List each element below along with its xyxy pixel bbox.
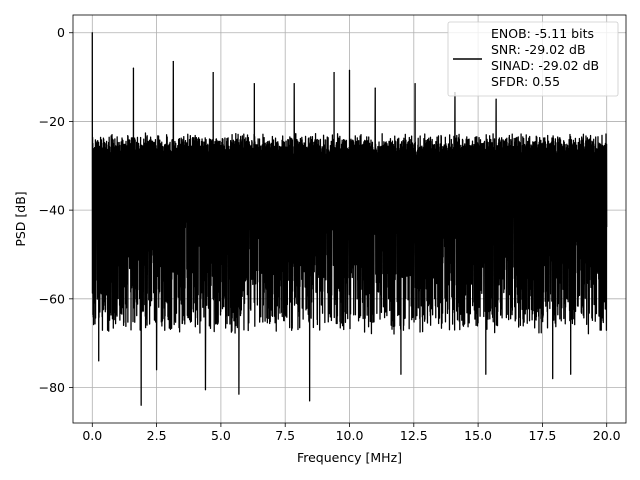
y-tick-label: −20 xyxy=(39,114,65,129)
psd-peak-point xyxy=(374,87,376,89)
x-tick-label: 0.0 xyxy=(82,428,102,443)
legend: ENOB: -5.11 bits SNR: -29.02 dB SINAD: -… xyxy=(447,21,619,97)
psd-peak-point xyxy=(172,60,174,63)
x-tick-label: 15.0 xyxy=(464,428,492,443)
psd-peak-point xyxy=(253,83,255,85)
psd-series-line xyxy=(91,32,608,406)
psd-peak-point xyxy=(91,32,93,34)
ticks: 0.0 2.5 5.0 7.5 10.0 12.5 15.0 17.5 20.0 0 −20 −40 −… xyxy=(39,25,621,443)
y-axis-label: PSD [dB] xyxy=(13,191,28,246)
y-tick-label: −60 xyxy=(39,291,65,306)
psd-trace-layer xyxy=(91,32,608,406)
psd-peak-point xyxy=(132,67,135,69)
x-tick-label: 2.5 xyxy=(147,428,167,443)
legend-snr: SNR: -29.02 dB xyxy=(491,42,586,57)
psd-peak-point xyxy=(333,72,335,74)
psd-peak-point xyxy=(348,69,351,72)
x-tick-label: 5.0 xyxy=(211,428,231,443)
psd-peak-point xyxy=(495,98,497,100)
y-tick-label: −40 xyxy=(39,203,65,218)
psd-peak-point xyxy=(293,83,295,85)
legend-enob: ENOB: -5.11 bits xyxy=(491,26,594,41)
psd-peak-point xyxy=(212,72,214,74)
x-axis-label: Frequency [MHz] xyxy=(297,450,402,465)
x-tick-label: 7.5 xyxy=(275,428,295,443)
legend-sfdr: SFDR: 0.55 xyxy=(491,74,560,89)
y-tick-label: 0 xyxy=(57,25,65,40)
x-tick-label: 20.0 xyxy=(593,428,621,443)
x-tick-label: 10.0 xyxy=(336,428,364,443)
legend-box xyxy=(447,21,619,97)
psd-peak-point xyxy=(414,83,416,85)
y-tick-label: −80 xyxy=(39,380,65,395)
legend-sinad: SINAD: -29.02 dB xyxy=(491,58,599,73)
x-tick-label: 12.5 xyxy=(400,428,428,443)
x-tick-label: 17.5 xyxy=(528,428,556,443)
